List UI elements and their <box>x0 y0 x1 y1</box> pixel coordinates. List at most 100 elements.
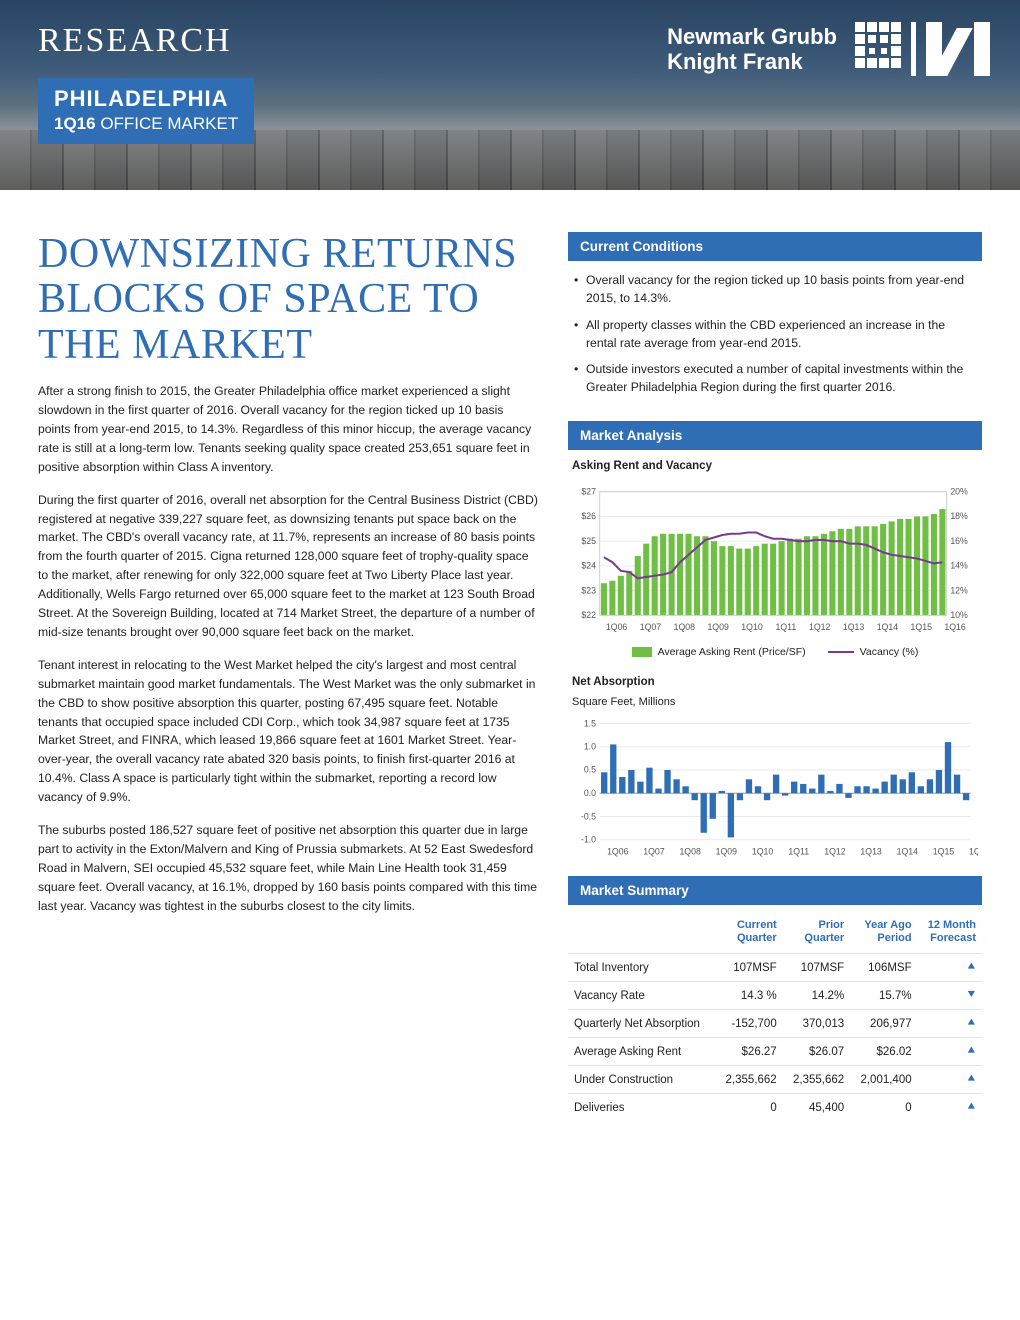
legend-rent-label: Average Asking Rent (Price/SF) <box>658 646 806 658</box>
asking-rent-vacancy-chart: $22$23$24$25$26$2710%12%14%16%18%20%1Q06… <box>572 480 978 640</box>
table-cell: $26.02 <box>850 1038 917 1066</box>
forecast-arrow-icon: ⯅ <box>918 1010 982 1038</box>
svg-text:1Q13: 1Q13 <box>843 622 865 632</box>
svg-text:$23: $23 <box>581 585 596 595</box>
legend-vacancy: Vacancy (%) <box>828 646 919 658</box>
forecast-arrow-icon: ⯆ <box>918 982 982 1010</box>
table-cell: 370,013 <box>783 1010 850 1038</box>
svg-text:10%: 10% <box>950 610 968 620</box>
svg-text:1Q06: 1Q06 <box>606 622 628 632</box>
city-name: PHILADELPHIA <box>54 86 238 112</box>
forecast-arrow-icon: ⯅ <box>918 1038 982 1066</box>
table-cell: 0 <box>850 1094 917 1122</box>
table-cell: 14.3 % <box>715 982 782 1010</box>
svg-text:1Q09: 1Q09 <box>707 622 729 632</box>
svg-text:1Q11: 1Q11 <box>788 846 809 856</box>
brand-line2: Knight Frank <box>667 49 837 74</box>
chart1-title: Asking Rent and Vacancy <box>572 460 982 472</box>
brand-line1: Newmark Grubb <box>667 24 837 49</box>
table-row: Vacancy Rate14.3 %14.2%15.7%⯆ <box>568 982 982 1010</box>
svg-text:1Q12: 1Q12 <box>824 846 846 856</box>
report-period: 1Q16 OFFICE MARKET <box>54 114 238 134</box>
chart2-title: Net Absorption <box>572 676 982 688</box>
market-summary-table: CurrentQuarterPriorQuarterYear AgoPeriod… <box>568 915 982 1121</box>
table-cell: Vacancy Rate <box>568 982 715 1010</box>
body-paragraph: The suburbs posted 186,527 square feet o… <box>38 821 538 916</box>
left-column: Downsizing Returns Blocks of Space to th… <box>38 232 538 1121</box>
current-conditions-heading: Current Conditions <box>568 232 982 261</box>
svg-text:0.5: 0.5 <box>584 765 596 775</box>
table-cell: 106MSF <box>850 954 917 982</box>
legend-rent: Average Asking Rent (Price/SF) <box>632 646 806 658</box>
table-cell: Total Inventory <box>568 954 715 982</box>
body-paragraph: After a strong finish to 2015, the Great… <box>38 382 538 477</box>
svg-text:1Q11: 1Q11 <box>775 622 796 632</box>
svg-text:1Q08: 1Q08 <box>674 622 696 632</box>
chart1-legend: Average Asking Rent (Price/SF) Vacancy (… <box>568 646 982 658</box>
net-absorption-chart: -1.0-0.50.00.51.01.51Q061Q071Q081Q091Q10… <box>572 714 978 864</box>
table-cell: Quarterly Net Absorption <box>568 1010 715 1038</box>
period-rest: OFFICE MARKET <box>96 114 239 133</box>
hero-banner: RESEARCH PHILADELPHIA 1Q16 OFFICE MARKET… <box>0 0 1020 190</box>
summary-col-header: CurrentQuarter <box>715 915 782 954</box>
summary-col-header <box>568 915 715 954</box>
svg-text:14%: 14% <box>950 560 968 570</box>
table-row: Deliveries045,4000⯅ <box>568 1094 982 1122</box>
summary-col-header: PriorQuarter <box>783 915 850 954</box>
table-cell: $26.07 <box>783 1038 850 1066</box>
svg-text:0.0: 0.0 <box>584 788 596 798</box>
table-cell: 0 <box>715 1094 782 1122</box>
svg-text:-0.5: -0.5 <box>581 811 596 821</box>
table-cell: 206,977 <box>850 1010 917 1038</box>
svg-text:1Q12: 1Q12 <box>809 622 831 632</box>
svg-text:1Q07: 1Q07 <box>643 846 665 856</box>
logo-divider-icon <box>911 22 916 76</box>
svg-text:$22: $22 <box>581 610 596 620</box>
forecast-arrow-icon: ⯅ <box>918 1094 982 1122</box>
svg-text:1Q15: 1Q15 <box>933 846 955 856</box>
summary-col-header: Year AgoPeriod <box>850 915 917 954</box>
table-cell: $26.27 <box>715 1038 782 1066</box>
period-bold: 1Q16 <box>54 114 96 133</box>
table-cell: Average Asking Rent <box>568 1038 715 1066</box>
line-swatch-icon <box>828 651 854 653</box>
chart1-svg: $22$23$24$25$26$2710%12%14%16%18%20%1Q06… <box>572 480 978 640</box>
svg-text:1Q10: 1Q10 <box>741 622 763 632</box>
svg-text:1.0: 1.0 <box>584 741 596 751</box>
right-column: Current Conditions Overall vacancy for t… <box>568 232 982 1121</box>
report-subtitle-box: PHILADELPHIA 1Q16 OFFICE MARKET <box>38 78 254 144</box>
condition-item: Overall vacancy for the region ticked up… <box>572 271 978 308</box>
n-logo-icon <box>926 22 990 76</box>
table-cell: 15.7% <box>850 982 917 1010</box>
table-cell: 2,355,662 <box>783 1066 850 1094</box>
body-paragraph: Tenant interest in relocating to the Wes… <box>38 656 538 807</box>
svg-text:1Q08: 1Q08 <box>679 846 701 856</box>
brand-block: Newmark Grubb Knight Frank <box>667 22 990 76</box>
table-cell: 45,400 <box>783 1094 850 1122</box>
table-row: Under Construction2,355,6622,355,6622,00… <box>568 1066 982 1094</box>
market-analysis-heading: Market Analysis <box>568 421 982 450</box>
svg-text:1Q09: 1Q09 <box>716 846 738 856</box>
condition-item: All property classes within the CBD expe… <box>572 316 978 353</box>
svg-text:1Q13: 1Q13 <box>860 846 882 856</box>
svg-text:1Q16: 1Q16 <box>969 846 978 856</box>
svg-text:$24: $24 <box>581 560 596 570</box>
bar-swatch-icon <box>632 647 652 657</box>
conditions-list: Overall vacancy for the region ticked up… <box>568 271 982 421</box>
svg-text:$25: $25 <box>581 536 596 546</box>
legend-vacancy-label: Vacancy (%) <box>860 646 919 658</box>
svg-text:18%: 18% <box>950 511 968 521</box>
svg-text:16%: 16% <box>950 536 968 546</box>
svg-text:1Q15: 1Q15 <box>911 622 933 632</box>
svg-text:1Q10: 1Q10 <box>752 846 774 856</box>
table-cell: 2,001,400 <box>850 1066 917 1094</box>
svg-text:-1.0: -1.0 <box>581 834 596 844</box>
grid-logo-icon <box>855 22 901 76</box>
body-paragraphs: After a strong finish to 2015, the Great… <box>38 382 538 916</box>
summary-col-header: 12 MonthForecast <box>918 915 982 954</box>
forecast-arrow-icon: ⯅ <box>918 1066 982 1094</box>
forecast-arrow-icon: ⯅ <box>918 954 982 982</box>
svg-text:12%: 12% <box>950 585 968 595</box>
svg-text:1Q16: 1Q16 <box>944 622 966 632</box>
condition-item: Outside investors executed a number of c… <box>572 360 978 397</box>
